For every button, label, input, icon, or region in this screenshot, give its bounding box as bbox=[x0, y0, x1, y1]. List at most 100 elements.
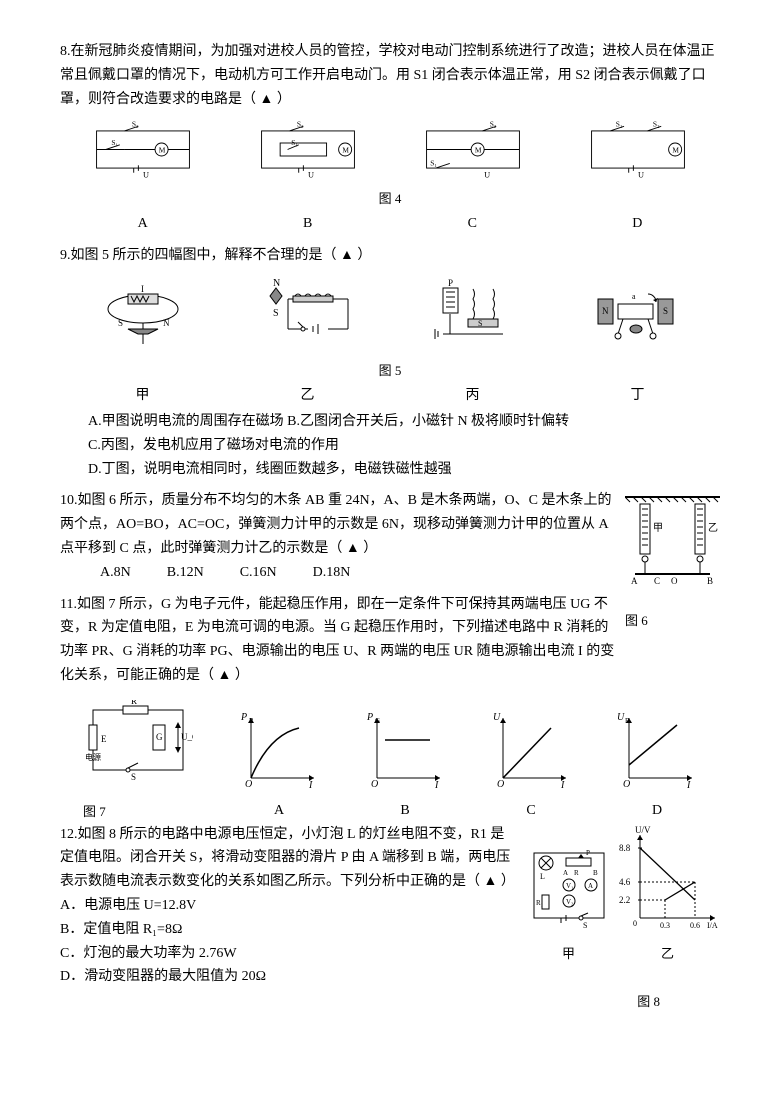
svg-text:O: O bbox=[623, 779, 630, 790]
ytick-88: 8.8 bbox=[619, 843, 631, 853]
graph-pr: PR I O bbox=[239, 710, 319, 790]
svg-text:G: G bbox=[156, 732, 163, 742]
question-10: 10.如图 6 所示，质量分布不均匀的木条 AB 重 24N，A、B 是木条两端… bbox=[60, 489, 615, 584]
svg-text:O: O bbox=[497, 779, 504, 790]
svg-text:A: A bbox=[588, 882, 593, 890]
svg-text:R: R bbox=[249, 717, 254, 725]
svg-text:S₂: S₂ bbox=[131, 120, 138, 129]
svg-text:M: M bbox=[672, 146, 679, 155]
svg-text:a: a bbox=[632, 292, 636, 301]
svg-text:I: I bbox=[560, 780, 565, 790]
svg-text:S: S bbox=[583, 921, 587, 930]
svg-text:M: M bbox=[342, 146, 349, 155]
q9-opt-c: C.丙图，发电机应用了磁场对电流的作用 bbox=[88, 434, 720, 458]
svg-text:N: N bbox=[273, 278, 280, 289]
q9-text: 如图 5 所示的四幅图中，解释不合理的是（ ▲ ） bbox=[71, 248, 372, 263]
svg-text:R₁: R₁ bbox=[536, 899, 543, 907]
fig6-diagram: 甲 乙 A C O B bbox=[625, 489, 720, 599]
opt-b: B bbox=[303, 212, 312, 236]
fig6-label: 图 6 bbox=[625, 610, 720, 632]
fig5-jia: I SN bbox=[93, 274, 193, 354]
circuit-d: S₁ S₂ M U bbox=[578, 117, 698, 182]
svg-text:U: U bbox=[617, 712, 625, 723]
fig5-label: 图 5 bbox=[60, 360, 720, 382]
q12-opt-b: B．定值电阻 R₁=8Ω bbox=[60, 918, 516, 942]
fig6-container: 甲 乙 A C O B 图 6 bbox=[625, 489, 720, 632]
fig8-container: L P AB R V₁ A V₂ R₁ S 甲 U/V I/A 8.8 bbox=[526, 823, 720, 966]
svg-text:S: S bbox=[663, 306, 668, 316]
ytick-22: 2.2 bbox=[619, 895, 630, 905]
fig5-ding: N S a bbox=[588, 274, 688, 354]
svg-text:I: I bbox=[434, 780, 439, 790]
q12-text: 如图 8 所示的电路中电源电压恒定，小灯泡 L 的灯丝电阻不变，R1 是定值电阻… bbox=[60, 827, 515, 890]
svg-text:I: I bbox=[686, 780, 691, 790]
q11-opt-b: B bbox=[365, 799, 445, 823]
sub-ding: 丁 bbox=[631, 384, 645, 408]
svg-text:M: M bbox=[158, 146, 165, 155]
q11-opt-c: C bbox=[491, 799, 571, 823]
q9-opt-d: D.丁图，说明电流相同时，线圈匝数越多，电磁铁磁性越强 bbox=[88, 458, 720, 482]
fig5-bing: P S bbox=[423, 274, 523, 354]
svg-text:P: P bbox=[586, 849, 590, 857]
svg-text:I: I bbox=[308, 780, 313, 790]
svg-text:N: N bbox=[602, 306, 609, 316]
svg-text:S: S bbox=[118, 318, 123, 328]
fig4-label: 图 4 bbox=[60, 188, 720, 210]
svg-text:R: R bbox=[131, 700, 137, 706]
svg-text:U: U bbox=[308, 171, 314, 180]
q10-num: 10. bbox=[60, 493, 78, 508]
q10-d: D.18N bbox=[313, 561, 351, 585]
svg-text:V₁: V₁ bbox=[566, 882, 574, 890]
svg-text:S₂: S₂ bbox=[652, 120, 659, 129]
q10-c: C.16N bbox=[240, 561, 277, 585]
q10-text: 如图 6 所示，质量分布不均匀的木条 AB 重 24N，A、B 是木条两端，O、… bbox=[60, 493, 611, 556]
svg-text:U: U bbox=[484, 171, 490, 180]
xtick-03: 0.3 bbox=[660, 921, 670, 930]
svg-text:N: N bbox=[163, 318, 170, 328]
opt-c: C bbox=[468, 212, 477, 236]
svg-text:A: A bbox=[563, 869, 568, 877]
circuit-a: S₂ S₁ M U bbox=[83, 117, 203, 182]
svg-text:U: U bbox=[143, 171, 149, 180]
svg-text:I/A: I/A bbox=[707, 921, 718, 930]
svg-text:U: U bbox=[493, 712, 501, 723]
svg-text:甲: 甲 bbox=[653, 523, 663, 534]
opt-d: D bbox=[632, 212, 642, 236]
q12-opt-a: A．电源电压 U=12.8V bbox=[60, 894, 516, 918]
q8-body: 在新冠肺炎疫情期间，为加强对进校人员的管控，学校对电动门控制系统进行了改造；进校… bbox=[60, 44, 715, 107]
svg-text:E: E bbox=[101, 734, 107, 744]
svg-text:O: O bbox=[245, 779, 252, 790]
svg-text:L: L bbox=[540, 872, 545, 881]
sub-yi: 乙 bbox=[301, 384, 315, 408]
svg-text:P: P bbox=[240, 712, 247, 723]
q11-figures: 电源 E R G U_G S 图 7 PR IO A PG IO B bbox=[60, 700, 720, 823]
ytick-46: 4.6 bbox=[619, 877, 631, 887]
q8-num: 8. bbox=[60, 44, 71, 59]
fig8-label: 图 8 bbox=[60, 991, 660, 1013]
fig8-sub-yi: 乙 bbox=[615, 943, 720, 965]
svg-text:R: R bbox=[625, 717, 630, 725]
q9-figures: I SN N S P S bbox=[60, 274, 720, 354]
q9-options: A.甲图说明电流的周围存在磁场 B.乙图闭合开关后，小磁针 N 极将顺时针偏转 … bbox=[88, 410, 720, 481]
graph-u: U I O bbox=[491, 710, 571, 790]
svg-text:R: R bbox=[574, 869, 579, 877]
opt-a: A bbox=[138, 212, 148, 236]
q12-num: 12. bbox=[60, 827, 78, 842]
svg-text:S: S bbox=[131, 772, 136, 782]
svg-text:S: S bbox=[478, 319, 482, 328]
svg-text:S: S bbox=[273, 308, 279, 319]
q10-b: B.12N bbox=[167, 561, 204, 585]
svg-text:B: B bbox=[593, 869, 598, 877]
q9-sublabels: 甲 乙 丙 丁 bbox=[60, 384, 720, 408]
graph-pg: PG IO bbox=[365, 710, 445, 790]
svg-text:S₁: S₁ bbox=[111, 138, 118, 147]
question-11: 11.如图 7 所示，G 为电子元件，能起稳压作用，即在一定条件下可保持其两端电… bbox=[60, 593, 615, 688]
q10-q11-block: 10.如图 6 所示，质量分布不均匀的木条 AB 重 24N，A、B 是木条两端… bbox=[60, 489, 720, 695]
svg-text:C: C bbox=[654, 576, 660, 586]
circuit-b: S₂ S₁ M U bbox=[248, 117, 368, 182]
q8-figures: S₂ S₁ M U S₂ S₁ M U S₂ S₁ M U bbox=[60, 117, 720, 182]
q10-a: A.8N bbox=[100, 561, 131, 585]
q8-text: 8.在新冠肺炎疫情期间，为加强对进校人员的管控，学校对电动门控制系统进行了改造；… bbox=[60, 44, 715, 107]
graph-ur: UR I O bbox=[617, 710, 697, 790]
svg-text:0: 0 bbox=[633, 919, 637, 928]
